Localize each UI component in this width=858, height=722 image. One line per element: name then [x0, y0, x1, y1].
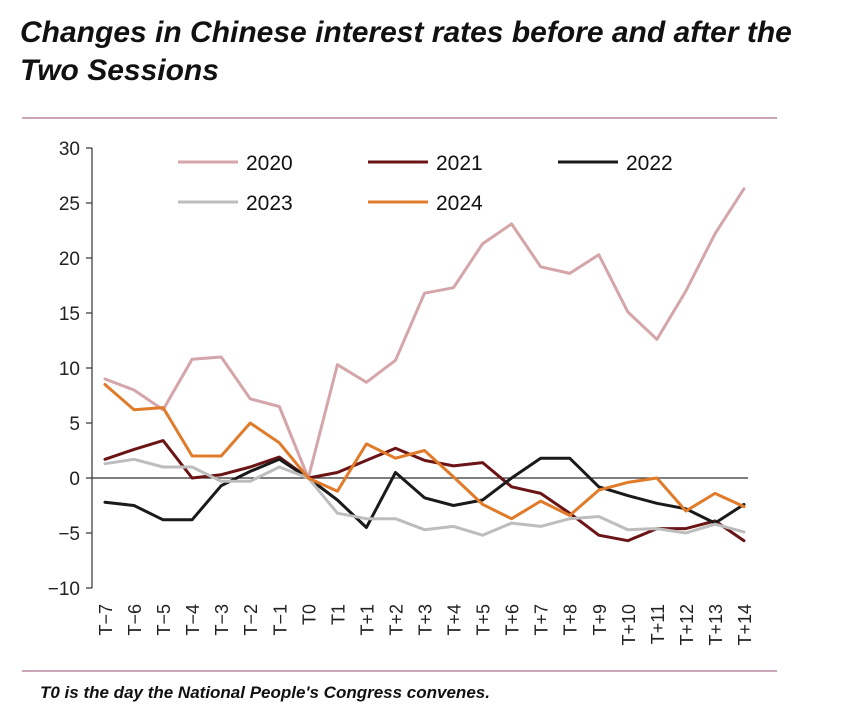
x-tick-label: T−5 — [154, 604, 174, 636]
x-tick-label: T−6 — [125, 604, 145, 636]
y-tick-label: 20 — [59, 249, 80, 270]
y-tick-label: 5 — [69, 414, 80, 435]
legend-label-2024: 2024 — [436, 192, 483, 215]
chart-title: Changes in Chinese interest rates before… — [20, 16, 792, 87]
x-tick-label: T0 — [299, 604, 319, 625]
x-tick-label: T−2 — [241, 604, 261, 636]
x-tick-label: T+2 — [386, 604, 406, 636]
y-tick-label: −10 — [48, 579, 80, 600]
y-tick-label: 30 — [59, 139, 80, 160]
x-tick-label: T+9 — [590, 604, 610, 636]
x-tick-label: T+12 — [677, 604, 697, 646]
y-tick-label: 10 — [59, 359, 80, 380]
legend-label-2023: 2023 — [246, 192, 293, 215]
bottom-divider — [22, 670, 777, 672]
x-tick-label: T+10 — [619, 604, 639, 646]
y-tick-label: 0 — [69, 469, 80, 490]
x-tick-label: T−1 — [270, 604, 290, 636]
x-tick-label: T+1 — [357, 604, 377, 636]
x-tick-label: T+4 — [445, 604, 465, 636]
legend-label-2021: 2021 — [436, 152, 483, 175]
x-tick-label: T+6 — [503, 604, 523, 636]
series-line-2020 — [103, 187, 746, 480]
x-tick-label: T+8 — [561, 604, 581, 636]
x-tick-label: T1 — [328, 604, 348, 625]
x-tick-label: T+13 — [706, 604, 726, 646]
x-tick-label: T+7 — [532, 604, 552, 636]
legend-label-2022: 2022 — [626, 152, 673, 175]
x-tick-label: T+5 — [474, 604, 494, 636]
x-tick-label: T+3 — [416, 604, 436, 636]
legend-label-2020: 2020 — [246, 152, 293, 175]
x-tick-label: T−4 — [183, 604, 203, 636]
x-tick-label: T+11 — [648, 604, 668, 644]
top-divider — [22, 117, 777, 119]
y-tick-label: 25 — [59, 194, 80, 215]
series-line-2022 — [103, 456, 746, 529]
x-tick-label: T−7 — [96, 604, 116, 636]
y-tick-label: 15 — [59, 304, 80, 325]
series-line-2023 — [103, 457, 746, 537]
line-chart: 30 25 20 15 10 5 0 −5 −10 T−7 T−6 T−5 T−4 T−3 T−2 T−1 T0… — [48, 139, 755, 646]
series-line-2024 — [103, 383, 746, 521]
x-tick-label: T−3 — [212, 604, 232, 636]
footnote: T0 is the day the National People's Cong… — [40, 683, 490, 702]
x-tick-label: T+14 — [735, 604, 755, 646]
y-tick-label: −5 — [58, 524, 80, 545]
